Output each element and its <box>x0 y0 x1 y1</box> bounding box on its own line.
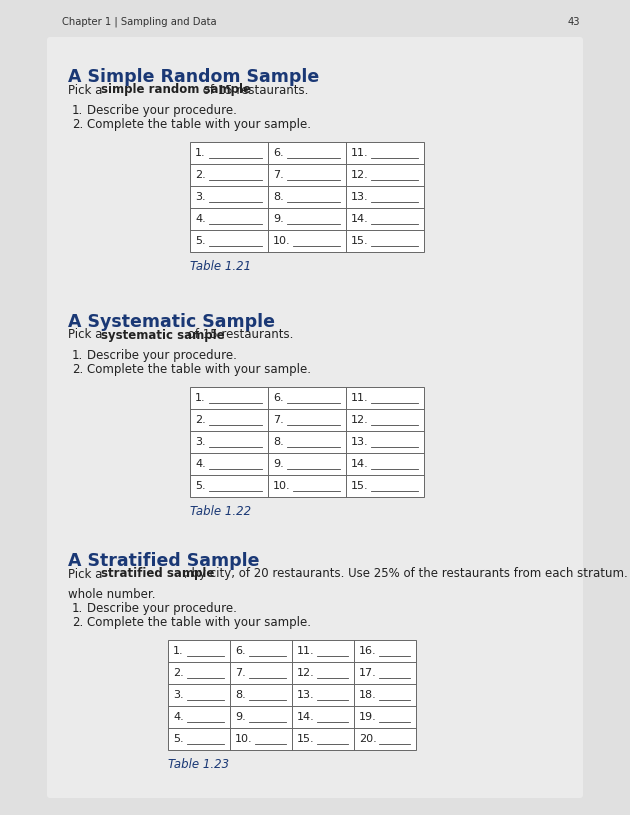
Text: whole number.: whole number. <box>68 588 156 601</box>
Text: 2.: 2. <box>195 170 206 180</box>
Text: 2.: 2. <box>173 668 184 678</box>
Text: 4.: 4. <box>195 214 206 224</box>
Text: A Systematic Sample: A Systematic Sample <box>68 313 275 331</box>
Text: , by city, of 20 restaurants. Use 25% of the restaurants from each stratum. Roun: , by city, of 20 restaurants. Use 25% of… <box>184 567 630 580</box>
Bar <box>190 142 424 252</box>
Text: 11.: 11. <box>351 393 369 403</box>
Text: 7.: 7. <box>273 170 284 180</box>
Text: 5.: 5. <box>195 236 205 246</box>
Text: 14.: 14. <box>351 459 369 469</box>
Text: 14.: 14. <box>351 214 369 224</box>
Text: Complete the table with your sample.: Complete the table with your sample. <box>87 616 311 629</box>
Text: stratified sample: stratified sample <box>101 567 214 580</box>
Text: 13.: 13. <box>351 437 369 447</box>
Text: 5.: 5. <box>195 481 205 491</box>
Text: 6.: 6. <box>273 148 284 158</box>
Text: Complete the table with your sample.: Complete the table with your sample. <box>87 118 311 131</box>
Text: 4.: 4. <box>195 459 206 469</box>
Text: A Stratified Sample: A Stratified Sample <box>68 552 260 570</box>
Text: 8.: 8. <box>235 690 246 700</box>
Text: 2.: 2. <box>72 616 83 629</box>
Text: 15.: 15. <box>351 481 369 491</box>
Text: 6.: 6. <box>273 393 284 403</box>
Text: 1.: 1. <box>173 646 183 656</box>
Text: Table 1.21: Table 1.21 <box>190 260 251 273</box>
Text: 1.: 1. <box>195 393 205 403</box>
FancyBboxPatch shape <box>47 37 583 798</box>
Text: 11.: 11. <box>297 646 314 656</box>
Text: 9.: 9. <box>273 214 284 224</box>
Text: 15.: 15. <box>351 236 369 246</box>
Text: Pick a: Pick a <box>68 328 106 341</box>
Text: 12.: 12. <box>351 170 369 180</box>
Text: of 15 restaurants.: of 15 restaurants. <box>199 83 308 96</box>
Text: Table 1.23: Table 1.23 <box>168 758 229 771</box>
Text: 10.: 10. <box>273 236 290 246</box>
Text: Complete the table with your sample.: Complete the table with your sample. <box>87 363 311 376</box>
Text: 7.: 7. <box>235 668 246 678</box>
Text: 12.: 12. <box>297 668 315 678</box>
Text: 1.: 1. <box>72 104 83 117</box>
Text: 3.: 3. <box>173 690 183 700</box>
Text: 18.: 18. <box>359 690 377 700</box>
Bar <box>168 640 416 750</box>
Text: 14.: 14. <box>297 712 315 722</box>
Text: 2.: 2. <box>72 363 83 376</box>
Text: 20.: 20. <box>359 734 377 744</box>
Text: 2.: 2. <box>195 415 206 425</box>
Text: Describe your procedure.: Describe your procedure. <box>87 602 237 615</box>
Text: 9.: 9. <box>273 459 284 469</box>
Text: systematic sample: systematic sample <box>101 328 224 341</box>
Text: 3.: 3. <box>195 192 205 202</box>
Text: 3.: 3. <box>195 437 205 447</box>
Text: 43: 43 <box>568 17 580 27</box>
Text: 5.: 5. <box>173 734 183 744</box>
Text: 2.: 2. <box>72 118 83 131</box>
Text: 17.: 17. <box>359 668 377 678</box>
Text: 1.: 1. <box>72 349 83 362</box>
Text: 1.: 1. <box>72 602 83 615</box>
Text: 13.: 13. <box>351 192 369 202</box>
Text: A Simple Random Sample: A Simple Random Sample <box>68 68 319 86</box>
Text: 4.: 4. <box>173 712 184 722</box>
Text: 11.: 11. <box>351 148 369 158</box>
Text: 1.: 1. <box>195 148 205 158</box>
Bar <box>190 387 424 497</box>
Text: of 15 restaurants.: of 15 restaurants. <box>184 328 294 341</box>
Text: Pick a: Pick a <box>68 83 106 96</box>
Text: 8.: 8. <box>273 437 284 447</box>
Text: 12.: 12. <box>351 415 369 425</box>
Text: Table 1.22: Table 1.22 <box>190 505 251 518</box>
Text: Pick a: Pick a <box>68 567 106 580</box>
Text: 9.: 9. <box>235 712 246 722</box>
Text: 8.: 8. <box>273 192 284 202</box>
Text: 13.: 13. <box>297 690 314 700</box>
Text: Describe your procedure.: Describe your procedure. <box>87 104 237 117</box>
Text: 16.: 16. <box>359 646 377 656</box>
Text: 19.: 19. <box>359 712 377 722</box>
Text: simple random sample: simple random sample <box>101 83 251 96</box>
Text: 10.: 10. <box>235 734 253 744</box>
Text: Describe your procedure.: Describe your procedure. <box>87 349 237 362</box>
Text: 7.: 7. <box>273 415 284 425</box>
Text: Chapter 1 | Sampling and Data: Chapter 1 | Sampling and Data <box>62 17 217 27</box>
Text: 10.: 10. <box>273 481 290 491</box>
Text: 15.: 15. <box>297 734 314 744</box>
Text: 6.: 6. <box>235 646 246 656</box>
